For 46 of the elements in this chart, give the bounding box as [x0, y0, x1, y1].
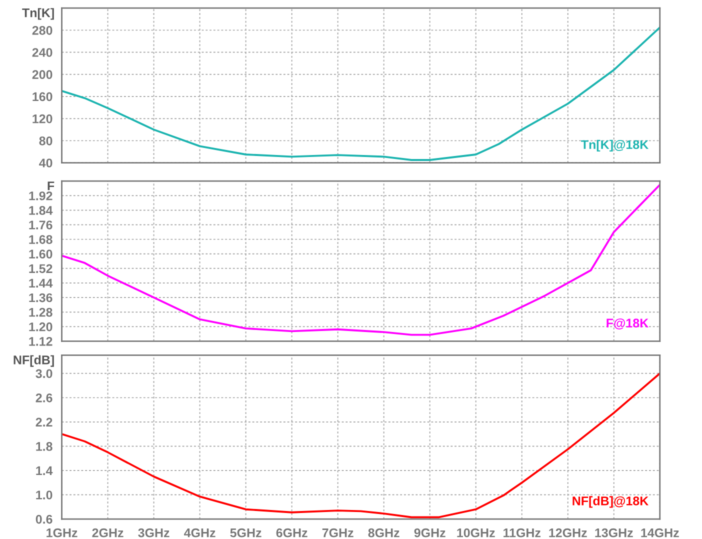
y-tick-label: 120 — [32, 114, 52, 124]
y-tick-label: 0.6 — [36, 514, 52, 524]
x-tick-label: 9GHz — [414, 528, 446, 538]
y-axis-title: F — [48, 182, 54, 190]
y-tick-label: 1.12 — [29, 336, 52, 346]
y-tick-label: 80 — [39, 136, 52, 146]
y-tick-label: 280 — [32, 26, 52, 35]
line-series — [62, 184, 660, 336]
text: NF[dB]@18K — [572, 496, 649, 508]
x-tick-label: 3GHz — [138, 528, 170, 538]
x-tick-label: 2GHz — [92, 528, 124, 538]
y-tick-label: 40 — [39, 158, 52, 168]
x-tick-label: 4GHz — [184, 528, 216, 538]
y-tick-label: 1.44 — [29, 278, 53, 288]
y-axis-title: NF[dB] — [14, 355, 54, 367]
x-tick-label: 6GHz — [276, 528, 308, 538]
text: Tn[K]@18K — [581, 140, 649, 152]
y-tick-label: 1.0 — [36, 490, 52, 500]
y-tick-label: 160 — [32, 92, 52, 102]
text: F@18K — [606, 318, 649, 330]
y-tick-label: 1.8 — [36, 442, 52, 451]
x-tick-label: 7GHz — [322, 528, 354, 538]
y-tick-label: 240 — [32, 48, 52, 57]
y-tick-label: 1.52 — [29, 264, 52, 274]
y-tick-label: 1.84 — [29, 206, 53, 215]
x-tick-label: 14GHz — [641, 528, 679, 538]
y-tick-label: 1.4 — [36, 466, 53, 476]
y-tick-label: 1.60 — [29, 250, 52, 259]
x-tick-label: 5GHz — [230, 528, 262, 538]
x-tick-label: 10GHz — [457, 528, 495, 538]
y-tick-label: 1.92 — [29, 191, 52, 200]
y-tick-label: 1.76 — [29, 220, 52, 230]
x-tick-label: 12GHz — [549, 528, 587, 538]
x-tick-label: 11GHz — [504, 528, 541, 538]
y-tick-label: 2.2 — [36, 418, 52, 426]
y-tick-label: 2.6 — [36, 393, 52, 402]
x-tick-label: 8GHz — [368, 528, 400, 538]
x-tick-label: 1GHz — [46, 528, 78, 538]
x-tick-label: 13GHz — [595, 528, 633, 538]
y-axis-title: Tn[K] — [22, 8, 54, 20]
y-tick-label: 1.68 — [29, 235, 52, 244]
y-tick-label: 1.28 — [29, 308, 52, 317]
y-tick-label: 3.0 — [36, 369, 52, 378]
y-tick-label: 200 — [32, 70, 52, 80]
y-tick-label: 1.20 — [29, 322, 52, 332]
y-tick-label: 1.36 — [29, 293, 52, 302]
